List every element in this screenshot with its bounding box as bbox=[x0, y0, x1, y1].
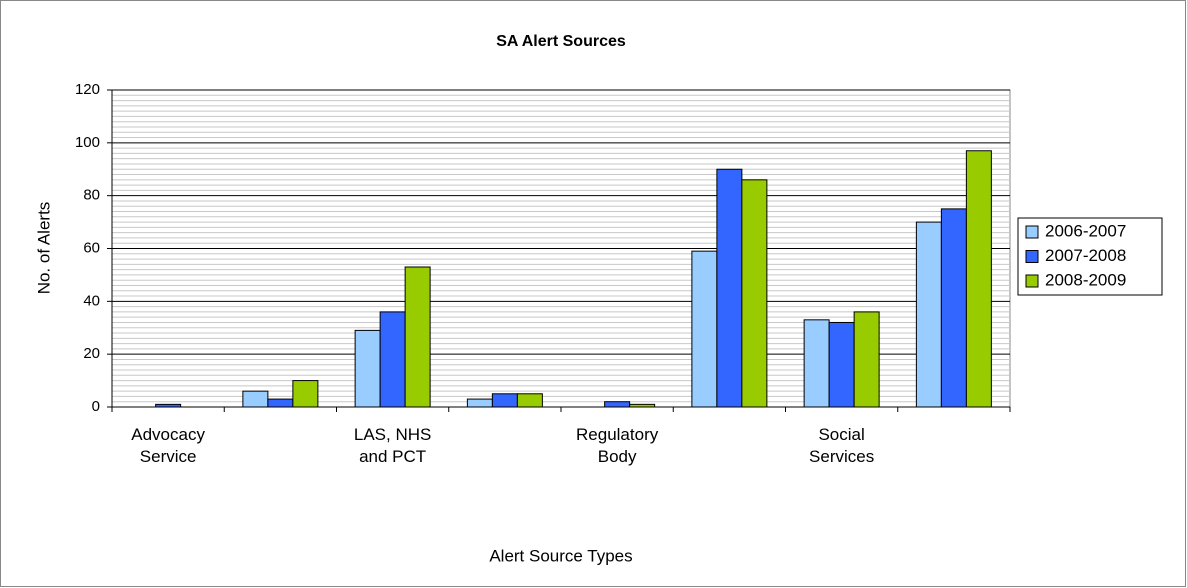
legend-swatch bbox=[1025, 225, 1039, 239]
bar bbox=[853, 311, 880, 408]
chart-title: SA Alert Sources bbox=[496, 33, 626, 50]
legend-label: 2007-2008 bbox=[1045, 246, 1126, 265]
bar bbox=[466, 398, 493, 408]
bar bbox=[915, 221, 942, 408]
bar bbox=[604, 401, 631, 408]
bar bbox=[292, 380, 319, 408]
legend-swatch bbox=[1025, 274, 1039, 288]
bar bbox=[828, 321, 855, 408]
legend-swatch bbox=[1025, 250, 1039, 263]
x-tick-label: Social Services bbox=[809, 425, 875, 466]
bar bbox=[741, 179, 768, 408]
y-tick-label: 100 bbox=[75, 134, 100, 151]
bar bbox=[803, 319, 830, 408]
bar bbox=[629, 403, 656, 408]
bar bbox=[940, 208, 967, 408]
bar bbox=[516, 393, 543, 408]
y-axis-title: No. of Alerts bbox=[34, 202, 53, 295]
bar bbox=[404, 266, 431, 408]
bar bbox=[965, 150, 992, 408]
bar bbox=[691, 250, 718, 408]
bar bbox=[379, 311, 406, 408]
x-tick-label: LAS, NHS and PCT bbox=[353, 425, 432, 466]
x-axis-title: Alert Source Types bbox=[489, 546, 632, 565]
legend-box bbox=[1017, 217, 1163, 296]
y-tick-label: 120 bbox=[75, 81, 100, 98]
bar bbox=[267, 398, 294, 408]
y-tick-label: 80 bbox=[83, 187, 100, 204]
bar bbox=[491, 393, 518, 408]
x-tick-label: Regulatory Body bbox=[576, 425, 659, 466]
bar bbox=[716, 168, 743, 408]
x-tick-label: Advocacy Service bbox=[131, 425, 205, 466]
bar bbox=[155, 403, 182, 408]
y-tick-label: 20 bbox=[83, 345, 100, 362]
y-tick-label: 40 bbox=[83, 292, 100, 309]
bar bbox=[242, 390, 269, 408]
y-tick-label: 60 bbox=[83, 239, 100, 256]
legend-label: 2008-2009 bbox=[1045, 270, 1126, 289]
y-tick-label: 0 bbox=[92, 398, 100, 415]
bar bbox=[354, 329, 381, 408]
legend-label: 2006-2007 bbox=[1045, 221, 1126, 240]
